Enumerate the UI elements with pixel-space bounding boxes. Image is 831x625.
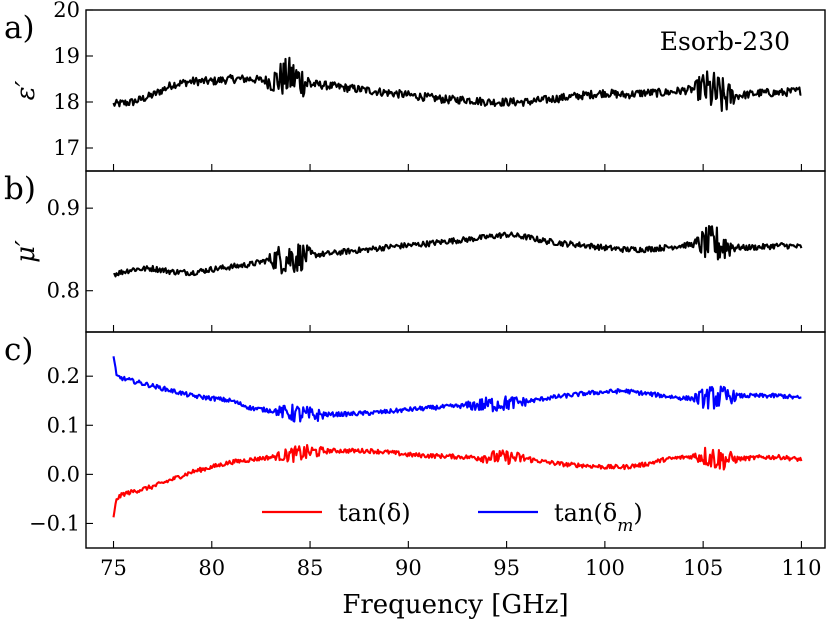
x-tick-label: 80 <box>198 556 225 580</box>
legend-label: tan(δm) <box>554 499 643 536</box>
panel-3: −0.1 0.0 0.1 0.2 75 80 85 90 95 100 105 110 c) Freque… <box>4 331 826 620</box>
y-tick-label: 0.9 <box>47 196 80 220</box>
series-line-tan- <box>112 443 803 518</box>
x-tick-label: 100 <box>585 556 625 580</box>
x-tick-label: 105 <box>683 556 723 580</box>
x-tick-label: 90 <box>395 556 422 580</box>
y-tick-label: −0.1 <box>29 511 80 535</box>
x-tick-label: 85 <box>297 556 324 580</box>
series-line-epsilon-prime <box>112 56 802 112</box>
x-tick-label: 110 <box>781 556 821 580</box>
series-line-mu-prime <box>113 225 803 278</box>
x-axis-title: Frequency [GHz] <box>342 590 568 620</box>
panel-label: a) <box>4 10 35 46</box>
panel-1: 17 18 19 20 a) ε′ Esorb-230 <box>4 0 826 172</box>
panel-label: c) <box>4 332 33 368</box>
y-tick-label: 19 <box>53 44 80 68</box>
sample-annotation: Esorb-230 <box>660 27 790 56</box>
legend-label: tan(δ) <box>338 499 411 527</box>
x-tick-label: 75 <box>100 556 127 580</box>
y-axis-title: μ′ <box>11 240 41 263</box>
y-tick-label: 0.8 <box>47 279 80 303</box>
y-tick-label: 18 <box>53 90 80 114</box>
y-tick-label: 0.1 <box>47 413 80 437</box>
x-tick-label: 95 <box>493 556 520 580</box>
axes-frame <box>85 331 826 549</box>
y-tick-label: 0.0 <box>47 462 80 486</box>
y-axis-title: ε′ <box>11 80 41 100</box>
series-line-tan-m- <box>112 356 802 423</box>
y-tick-label: 0.2 <box>47 364 80 388</box>
y-tick-label: 17 <box>53 136 80 160</box>
panel-2: 0.8 0.9 b) μ′ <box>4 170 826 333</box>
panel-label: b) <box>4 171 36 207</box>
legend: tan(δ) tan(δm) <box>262 499 643 536</box>
y-tick-label: 20 <box>53 0 80 22</box>
